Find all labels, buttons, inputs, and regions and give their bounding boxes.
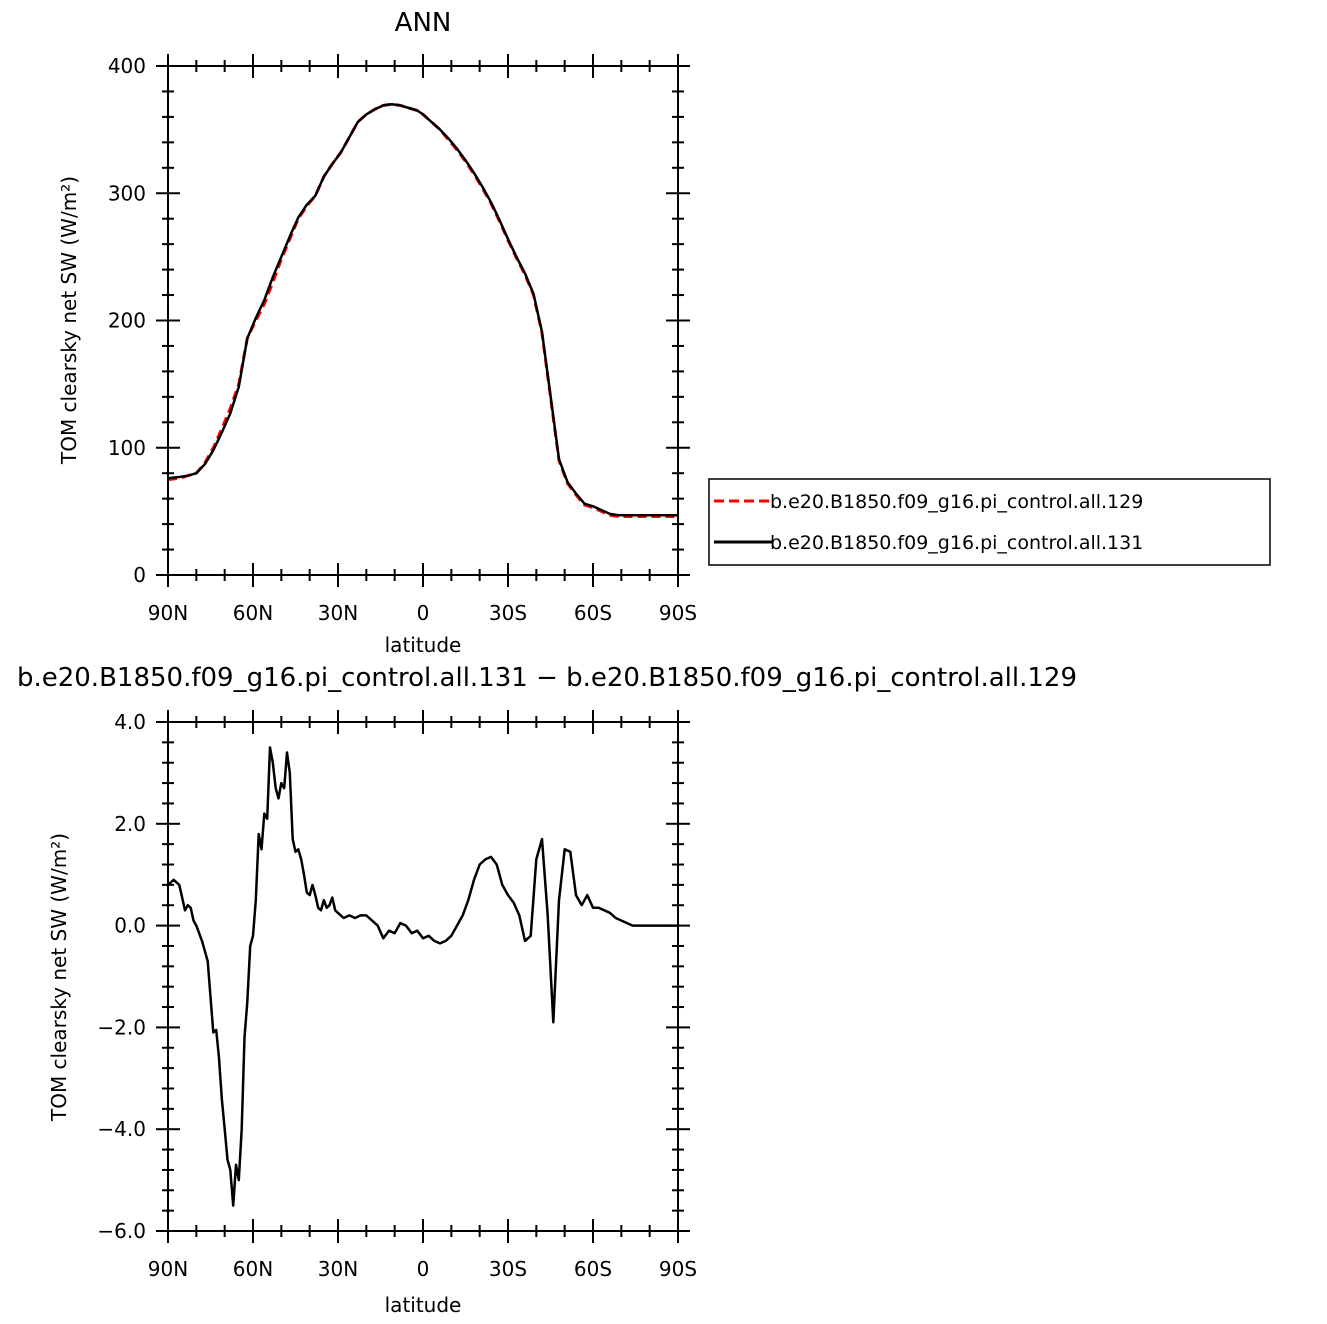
bottom-series-line-0 — [167, 746, 678, 1207]
top-panel-title: ANN — [395, 8, 452, 38]
bottom-y-tick-label: 0.0 — [114, 914, 146, 938]
bottom-y-tick-label: −4.0 — [97, 1117, 146, 1141]
bottom-x-tick-label: 60S — [574, 1257, 612, 1281]
bottom-x-tick-label: 90N — [148, 1257, 188, 1281]
top-x-tick-label: 60N — [233, 601, 273, 625]
bottom-panel: b.e20.B1850.f09_g16.pi_control.all.131 −… — [17, 663, 1077, 1317]
bottom-panel-marks: 90N 60N 30N 0 30S 60S 90S −6.0 −4.0 −2.0 0.0 2.0 4.0 — [97, 710, 697, 1281]
top-panel-marks: 90N 60N 30N 0 30S 60S 90S 0 100 200 300 400 — [108, 54, 697, 625]
top-x-tick-label: 30N — [318, 601, 358, 625]
top-y-tick-label: 300 — [108, 181, 146, 205]
top-y-tick-label: 100 — [108, 436, 146, 460]
top-panel-ylabel: TOM clearsky net SW (W/m²) — [57, 176, 81, 465]
legend: b.e20.B1850.f09_g16.pi_control.all.129 b… — [708, 478, 1271, 566]
top-series-line-1 — [167, 102, 678, 517]
top-y-tick-label: 0 — [133, 563, 146, 587]
legend-label-129: b.e20.B1850.f09_g16.pi_control.all.129 — [770, 491, 1143, 513]
top-x-tick-label: 90N — [148, 601, 188, 625]
top-y-tick-label: 400 — [108, 54, 146, 78]
bottom-y-tick-label: −6.0 — [97, 1219, 146, 1243]
legend-label-131: b.e20.B1850.f09_g16.pi_control.all.131 — [770, 532, 1143, 554]
legend-box — [708, 478, 1271, 566]
top-panel-frame — [167, 65, 679, 576]
bottom-y-tick-label: −2.0 — [97, 1015, 146, 1039]
bottom-panel-frame — [167, 721, 679, 1232]
bottom-x-tick-label: 30N — [318, 1257, 358, 1281]
top-panel-xlabel: latitude — [385, 633, 462, 657]
top-x-tick-label: 90S — [659, 601, 697, 625]
bottom-panel-xlabel: latitude — [385, 1293, 462, 1317]
bottom-y-tick-label: 2.0 — [114, 812, 146, 836]
bottom-panel-ylabel: TOM clearsky net SW (W/m²) — [47, 833, 71, 1122]
top-x-tick-label: 0 — [417, 601, 430, 625]
top-series-line-0 — [167, 102, 678, 518]
bottom-panel-title: b.e20.B1850.f09_g16.pi_control.all.131 −… — [17, 663, 1077, 693]
top-panel: ANN 90N 60N 30N 0 30S 60S 90S 0 100 200 300 400 lat… — [57, 8, 1271, 657]
top-y-tick-label: 200 — [108, 309, 146, 333]
bottom-x-tick-label: 30S — [489, 1257, 527, 1281]
bottom-x-tick-label: 60N — [233, 1257, 273, 1281]
bottom-x-tick-label: 0 — [417, 1257, 430, 1281]
top-x-tick-label: 60S — [574, 601, 612, 625]
bottom-x-tick-label: 90S — [659, 1257, 697, 1281]
top-x-tick-label: 30S — [489, 601, 527, 625]
bottom-y-tick-label: 4.0 — [114, 710, 146, 734]
